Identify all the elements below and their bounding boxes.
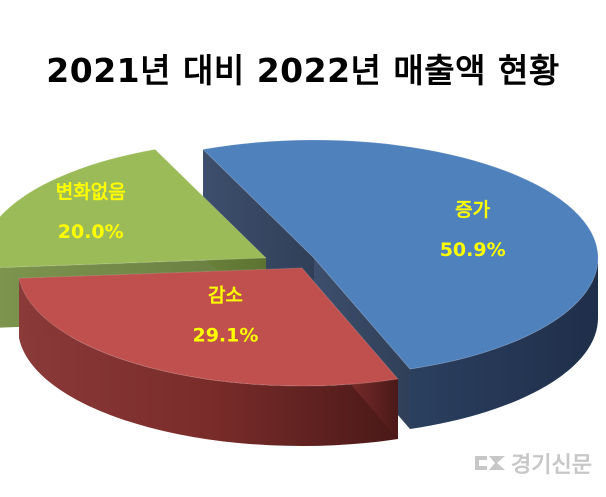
watermark-text: 경기신문	[511, 453, 592, 478]
slice-nochange-value: 20.0%	[58, 221, 124, 243]
slice-decrease-side	[19, 278, 399, 446]
slice-increase-top	[201, 139, 599, 370]
slice-increase-value: 50.9%	[440, 239, 506, 261]
slice-increase-side	[410, 258, 598, 430]
watermark-logo: 경기신문	[473, 447, 592, 479]
slice-decrease	[18, 267, 399, 446]
slice-decrease-label: 감소	[208, 285, 243, 307]
slice-decrease-value: 29.1%	[192, 325, 258, 347]
slice-nochange-top	[0, 148, 268, 269]
slice-nochange-label: 변화없음	[56, 181, 126, 203]
chart-title: 2021년 대비 2022년 매출액 현황	[46, 51, 560, 90]
newspaper-logo-icon	[475, 456, 506, 470]
slice-decrease-top	[18, 267, 399, 387]
slice-increase-label: 증가	[455, 199, 490, 221]
